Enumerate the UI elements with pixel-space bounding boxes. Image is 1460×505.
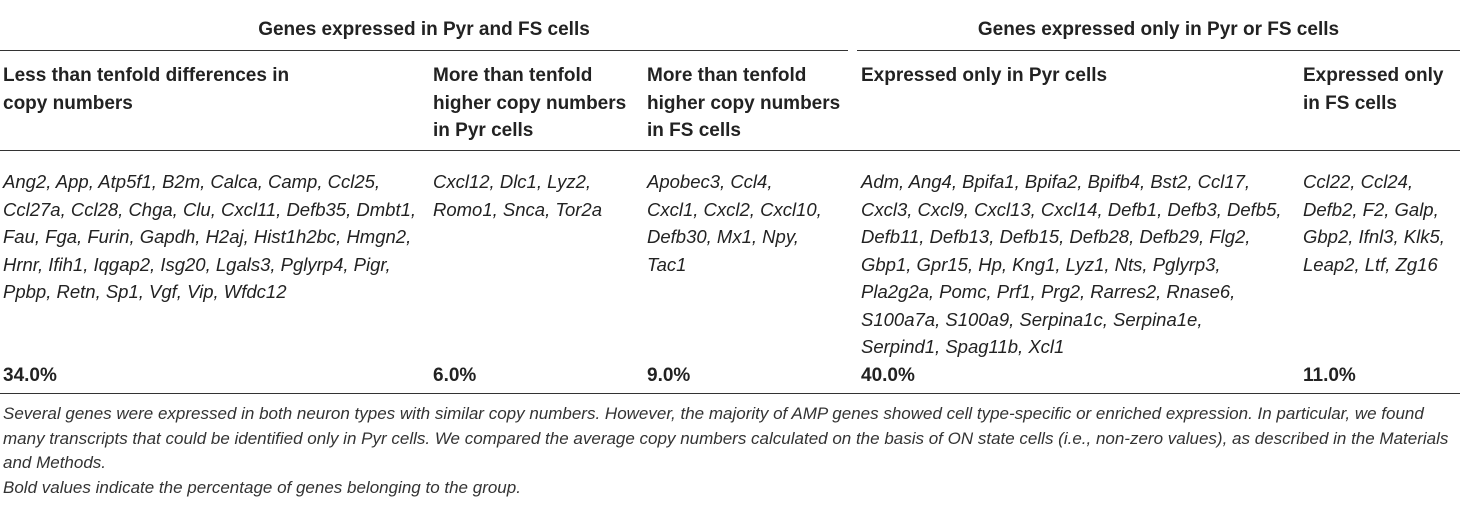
percentage-higher-in-pyr: 6.0% (433, 365, 477, 386)
gene-list-higher-in-pyr: Cxcl12, Dlc1, Lyz2, Romo1, Snca, Tor2a (433, 171, 602, 220)
footnote-bold-note: Bold values indicate the percentage of g… (3, 477, 521, 497)
percentage-only-pyr: 40.0% (861, 365, 915, 386)
gene-list-only-fs: Ccl22, Ccl24, Defb2, F2, Galp, Gbp2, Ifn… (1303, 171, 1445, 275)
column-header-only-fs: Expressed only in FS cells (1303, 65, 1444, 114)
gene-list-less-than-tenfold: Ang2, App, Atp5f1, B2m, Calca, Camp, Ccl… (3, 171, 417, 302)
group-header-both: Genes expressed in Pyr and FS cells (258, 19, 590, 40)
group-rule-both (0, 50, 848, 51)
gene-list-only-pyr: Adm, Ang4, Bpifa1, Bpifa2, Bpifb4, Bst2,… (861, 171, 1282, 357)
footnote-description: Several genes were expressed in both neu… (3, 404, 1449, 472)
table-footnotes: Several genes were expressed in both neu… (3, 402, 1458, 500)
header-rule (0, 150, 1460, 151)
bottom-rule (0, 393, 1460, 394)
column-header-higher-in-fs: More than tenfold higher copy numbers in… (647, 65, 841, 141)
column-header-only-pyr: Expressed only in Pyr cells (861, 65, 1108, 86)
column-header-less-than-tenfold: Less than tenfold differences in copy nu… (3, 65, 290, 114)
percentage-only-fs: 11.0% (1303, 365, 1356, 386)
gene-list-higher-in-fs: Apobec3, Ccl4, Cxcl1, Cxcl2, Cxcl10, Def… (647, 171, 822, 275)
group-header-only: Genes expressed only in Pyr or FS cells (977, 19, 1340, 40)
percentage-less-than-tenfold: 34.0% (3, 365, 57, 386)
group-rule-only (857, 50, 1460, 51)
column-header-higher-in-pyr: More than tenfold higher copy numbers in… (433, 65, 627, 141)
percentage-higher-in-fs: 9.0% (647, 365, 691, 386)
